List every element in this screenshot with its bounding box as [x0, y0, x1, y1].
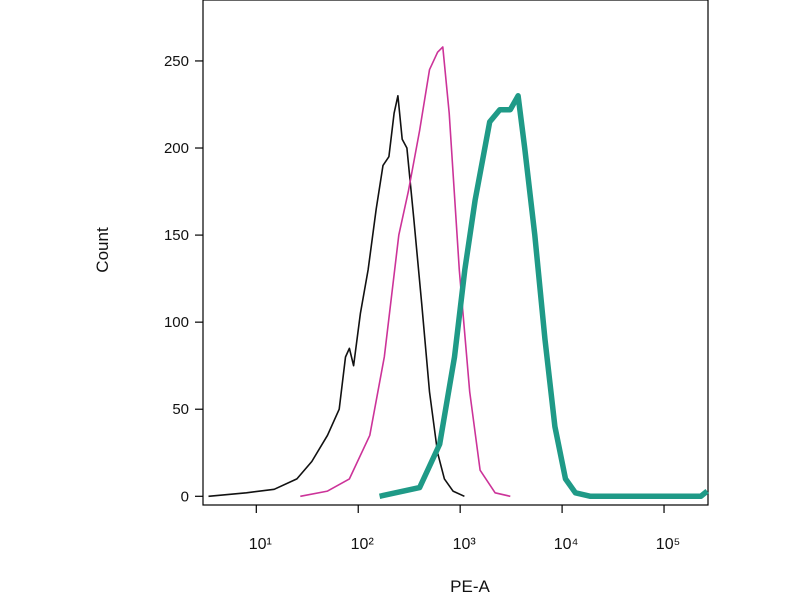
- y-tick-label: 200: [164, 140, 189, 157]
- y-tick-label: 150: [164, 227, 189, 244]
- x-tick-label: 10¹: [249, 536, 272, 553]
- histogram-line: [379, 93, 709, 500]
- x-tick-label: 10³: [453, 536, 477, 553]
- y-axis-label: Count: [93, 227, 112, 273]
- plot-frame: [202, 0, 709, 506]
- y-tick-label: 250: [164, 53, 189, 70]
- x-tick-label: 10²: [351, 536, 375, 553]
- histogram-line: [300, 46, 511, 498]
- x-axis-label: PE-A: [450, 577, 490, 596]
- x-tick-label: 10⁴: [554, 536, 579, 553]
- y-tick-label: 50: [172, 401, 189, 418]
- y-tick-label: 100: [164, 314, 189, 331]
- y-tick-label: 0: [181, 488, 189, 505]
- x-tick-label: 10⁵: [656, 536, 680, 553]
- histogram-line: [208, 95, 465, 498]
